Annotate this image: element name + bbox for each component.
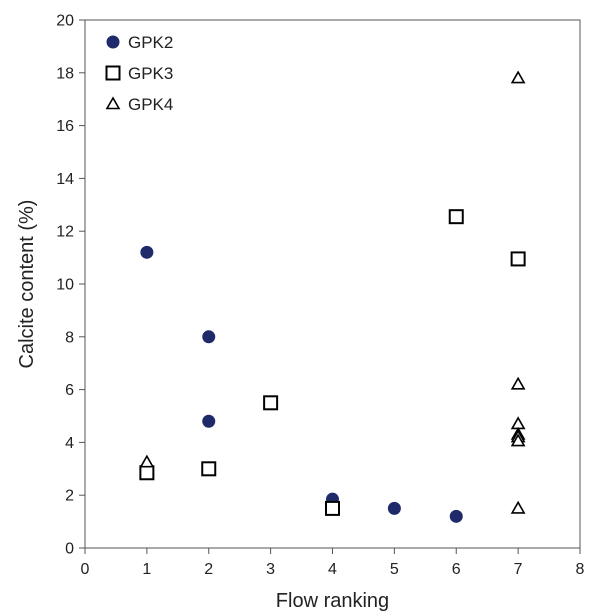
- data-point: [387, 501, 401, 515]
- y-axis-title: Calcite content (%): [16, 200, 38, 369]
- data-point: [139, 465, 155, 481]
- x-tick-label: 3: [266, 561, 275, 578]
- x-tick-label: 4: [328, 561, 337, 578]
- legend-marker: [105, 96, 121, 110]
- data-point: [202, 414, 216, 428]
- data-point: [510, 500, 526, 514]
- data-point: [510, 416, 526, 430]
- y-axis-ticks: 0 2 4 6 8 10 12 14 16 18 20: [56, 13, 85, 558]
- legend-item-gpk2: GPK2: [106, 33, 173, 52]
- data-point: [510, 70, 526, 84]
- x-tick-label: 7: [514, 561, 523, 578]
- data-points: [139, 70, 526, 523]
- y-tick-label: 0: [65, 541, 74, 558]
- data-point: [140, 245, 154, 259]
- legend: GPK2 GPK3 GPK4: [105, 33, 173, 114]
- y-tick-label: 20: [56, 13, 74, 30]
- legend-item-gpk3: GPK3: [105, 64, 173, 83]
- y-tick-label: 4: [65, 435, 74, 452]
- data-point: [510, 376, 526, 390]
- x-axis-ticks: 0 1 2 3 4 5 6 7 8: [81, 548, 585, 578]
- data-point: [139, 454, 155, 468]
- x-tick-label: 8: [576, 561, 585, 578]
- legend-label: GPK4: [128, 95, 173, 114]
- data-point: [510, 251, 526, 267]
- series-gpk3: [139, 209, 526, 516]
- x-tick-label: 6: [452, 561, 461, 578]
- legend-marker: [105, 65, 121, 81]
- y-tick-label: 10: [56, 277, 74, 294]
- data-point: [202, 330, 216, 344]
- y-tick-label: 6: [65, 382, 74, 399]
- x-tick-label: 2: [204, 561, 213, 578]
- y-tick-label: 18: [56, 65, 74, 82]
- y-tick-label: 2: [65, 488, 74, 505]
- y-tick-label: 14: [56, 171, 74, 188]
- y-tick-label: 8: [65, 329, 74, 346]
- legend-item-gpk4: GPK4: [105, 95, 173, 114]
- data-point: [201, 461, 217, 477]
- legend-label: GPK3: [128, 64, 173, 83]
- x-tick-label: 5: [390, 561, 399, 578]
- x-axis-title: Flow ranking: [276, 590, 389, 612]
- legend-marker: [106, 35, 120, 49]
- series-gpk2: [140, 245, 463, 523]
- data-point: [263, 395, 279, 411]
- y-tick-label: 12: [56, 224, 74, 241]
- x-tick-label: 1: [142, 561, 151, 578]
- legend-label: GPK2: [128, 33, 173, 52]
- data-point: [449, 509, 463, 523]
- data-point: [448, 209, 464, 225]
- data-point: [325, 500, 340, 516]
- x-tick-label: 0: [81, 561, 90, 578]
- y-tick-label: 16: [56, 118, 74, 135]
- data-point: [510, 433, 526, 447]
- series-gpk4: [139, 70, 526, 514]
